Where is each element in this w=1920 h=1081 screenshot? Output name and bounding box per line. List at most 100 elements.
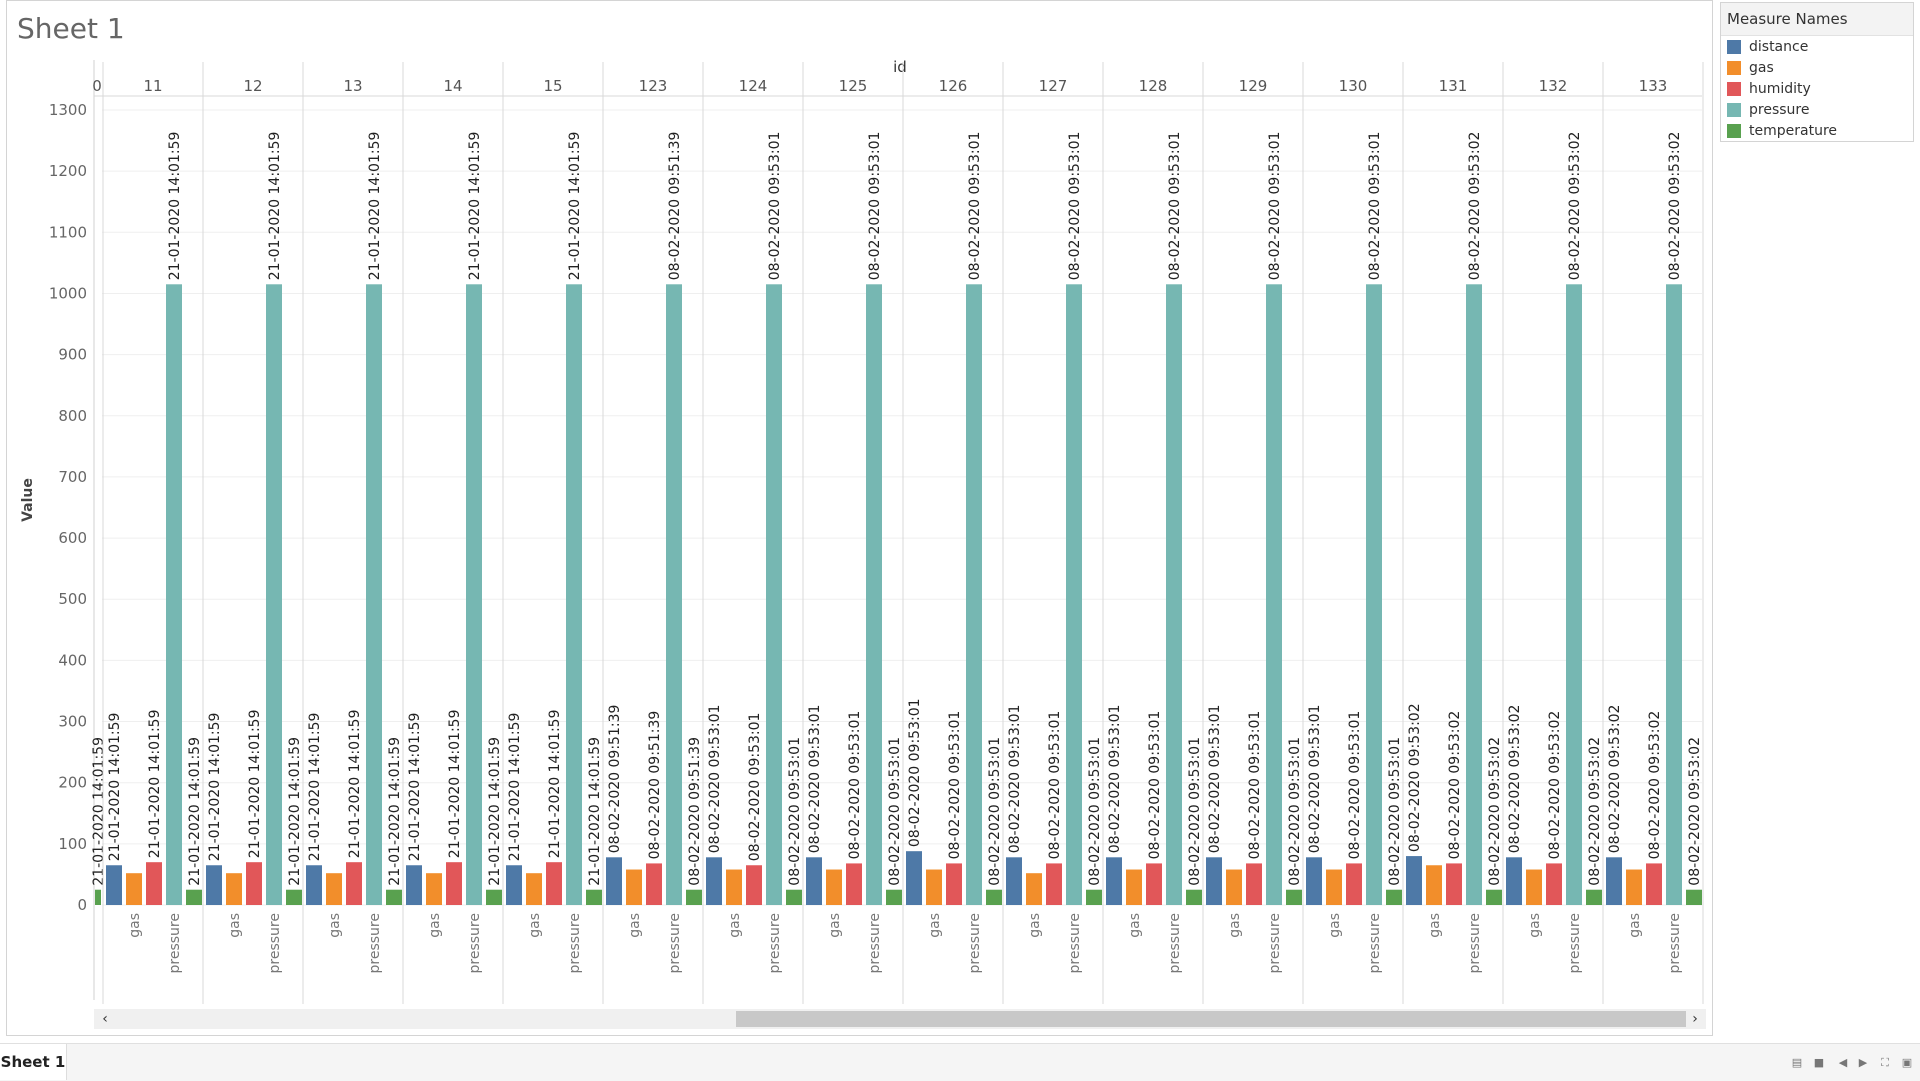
data-label: 21-01-2020 14:01:59 [507,713,523,862]
data-label: 08-02-2020 09:53:01 [847,711,863,860]
legend-item-pressure[interactable]: pressure [1721,99,1913,120]
y-tick-label: 900 [58,346,87,364]
bar-humidity [1146,863,1162,905]
x-axis-label: pressure [1167,913,1183,973]
column-header-label: 126 [939,77,968,95]
x-axis-label: pressure [167,913,183,973]
column-header-label: 15 [543,77,562,95]
bar-humidity [1446,863,1462,905]
x-axis-label: gas [1027,913,1043,938]
data-label: 21-01-2020 14:01:59 [367,132,383,281]
x-axis-label: pressure [567,913,583,973]
bar-distance [806,857,822,905]
bar-pressure [366,284,382,905]
scrollbar-thumb[interactable] [736,1011,1686,1027]
data-label: 08-02-2020 09:53:02 [1567,132,1583,281]
y-tick-label: 300 [58,713,87,731]
x-axis-label: pressure [467,913,483,973]
bar-temperature [686,889,702,905]
bar-temperature [1686,889,1702,905]
y-tick-label: 200 [58,774,87,792]
bar-distance [306,865,322,905]
bar-gas [1126,869,1142,905]
legend-item-humidity[interactable]: humidity [1721,78,1913,99]
next-sheet-icon[interactable]: ▶ [1858,1056,1868,1069]
bar-distance [606,857,622,905]
x-axis-label: gas [227,913,243,938]
data-label: 08-02-2020 09:53:01 [1307,705,1323,854]
show-tabs-icon[interactable]: ■ [1813,1056,1825,1069]
x-axis-label: gas [1127,913,1143,938]
y-tick-label: 100 [58,835,87,853]
bar-distance [1306,857,1322,905]
bar-pressure [566,284,582,905]
legend-item-gas[interactable]: gas [1721,57,1913,78]
data-label: 08-02-2020 09:53:01 [1187,737,1203,886]
bar-gas [126,873,142,905]
bar-pressure [1266,284,1282,905]
data-label: 08-02-2020 09:53:02 [1467,132,1483,281]
x-axis-label: pressure [967,913,983,973]
data-label: 08-02-2020 09:53:02 [1667,132,1683,281]
x-axis-label: gas [1427,913,1443,938]
bar-gas [926,869,942,905]
scroll-left-icon[interactable]: ‹ [102,1011,108,1027]
legend-swatch [1727,60,1741,75]
column-header-label: 129 [1239,77,1268,95]
bar-humidity [246,862,262,905]
x-axis-label: pressure [1567,913,1583,973]
show-filmstrip-icon[interactable]: ▤ [1791,1056,1803,1069]
data-label: 21-01-2020 14:01:59 [467,132,483,281]
column-header-label: 12 [243,77,262,95]
bar-humidity [1346,863,1362,905]
x-axis-label: pressure [267,913,283,973]
data-label: 21-01-2020 14:01:59 [247,709,263,858]
bar-humidity [546,862,562,905]
bar-gas [326,873,342,905]
data-label: 08-02-2020 09:53:01 [707,705,723,854]
data-label: 08-02-2020 09:53:01 [1047,711,1063,860]
bar-temperature [1586,889,1602,905]
scroll-right-icon[interactable]: › [1692,1011,1698,1027]
bar-temperature [95,889,101,905]
bar-distance [1506,857,1522,905]
fullscreen-icon[interactable]: ⛶ [1881,1056,1889,1069]
column-header-label: 11 [143,77,162,95]
tab-sheet-1[interactable]: Sheet 1 [0,1044,67,1080]
bar-gas [1526,869,1542,905]
horizontal-scrollbar[interactable]: ‹ › [94,1009,1706,1029]
data-label: 21-01-2020 14:01:59 [407,713,423,862]
data-label: 08-02-2020 09:53:01 [887,737,903,886]
column-header-label: 14 [443,77,462,95]
legend-item-temperature[interactable]: temperature [1721,120,1913,141]
column-header-title: id [893,58,907,76]
bar-pressure [1666,284,1682,905]
data-label: 08-02-2020 09:53:01 [1387,737,1403,886]
previous-sheet-icon[interactable]: ◀ [1838,1056,1848,1069]
bar-temperature [886,889,902,905]
bar-gas [426,873,442,905]
legend-item-label: humidity [1749,80,1811,97]
legend-item-distance[interactable]: distance [1721,36,1913,57]
data-label: 08-02-2020 09:53:02 [1607,705,1623,854]
y-tick-label: 800 [58,407,87,425]
bar-temperature [1186,889,1202,905]
bar-humidity [146,862,162,905]
legend-title: Measure Names [1721,3,1913,36]
sheet-title: Sheet 1 [17,12,125,45]
bar-humidity [446,862,462,905]
x-axis-label: pressure [867,913,883,973]
bar-humidity [1246,863,1262,905]
data-label: 21-01-2020 14:01:59 [347,709,363,858]
bar-humidity [1046,863,1062,905]
bar-distance [406,865,422,905]
presentation-mode-icon[interactable]: ▣ [1901,1056,1913,1069]
bar-pressure [1066,284,1082,905]
data-label: 08-02-2020 09:53:01 [1207,705,1223,854]
bar-pressure [266,284,282,905]
data-label: 08-02-2020 09:53:01 [967,132,983,281]
data-label: 08-02-2020 09:53:01 [947,711,963,860]
x-axis-label: pressure [1067,913,1083,973]
data-label: 21-01-2020 14:01:59 [91,737,107,886]
x-axis-label: pressure [667,913,683,973]
